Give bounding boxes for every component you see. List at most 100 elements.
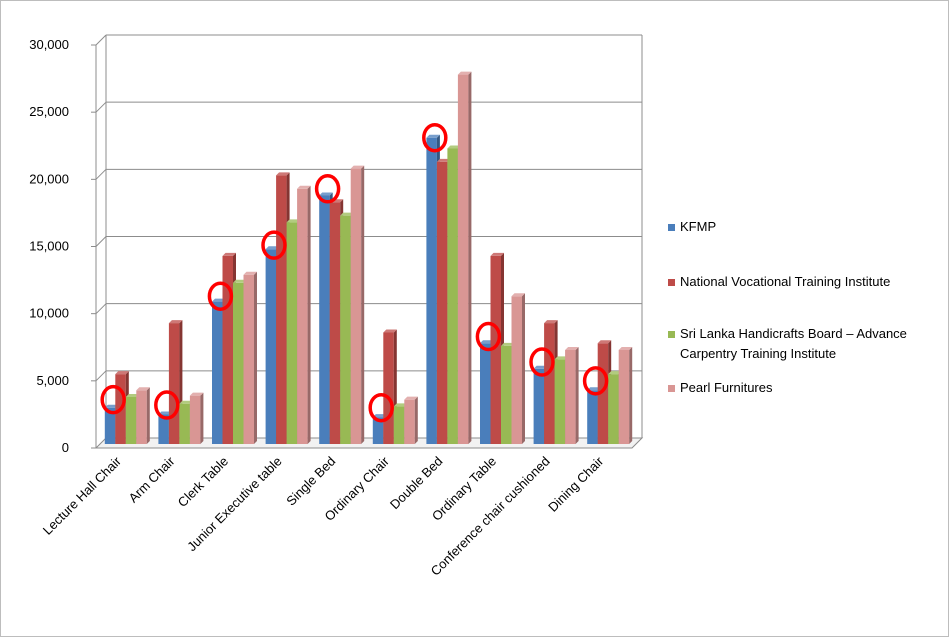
bar-top (158, 411, 172, 415)
bar-top (554, 356, 569, 360)
legend-swatch (668, 279, 675, 286)
gridline-depth (95, 370, 107, 382)
bar-front (372, 417, 384, 444)
legend-item: National Vocational Training Institute (668, 274, 890, 289)
grid-layer (95, 34, 642, 382)
legend-label: Sri Lanka Handicrafts Board – Advance (680, 326, 907, 341)
bar-front (297, 188, 308, 444)
y-tick-label: 30,000 (29, 37, 69, 52)
x-tick-label: Junior Executive table (184, 454, 285, 555)
legend-item: KFMP (668, 219, 716, 234)
bar-top (340, 212, 354, 216)
bar-side (414, 396, 418, 444)
bar-top (222, 252, 236, 256)
bar-top (243, 271, 257, 275)
bar-top (189, 392, 204, 396)
bar-front (426, 137, 437, 444)
x-tick-label: Arm Chair (126, 453, 178, 505)
bar-side (468, 71, 472, 444)
bar-front (265, 249, 277, 444)
bar (136, 387, 150, 444)
bar-top (501, 342, 515, 346)
bar-front (554, 359, 566, 444)
legend-swatch (668, 385, 675, 392)
bar-front (565, 349, 576, 444)
bar-top (426, 134, 440, 138)
bar-front (618, 349, 630, 444)
bar-front (276, 175, 287, 445)
highlight-circle (207, 281, 234, 311)
bar-top (319, 192, 333, 196)
bar-front (597, 343, 609, 444)
x-tick-label: Lecture Hall Chair (40, 453, 125, 538)
legend-swatch (668, 331, 675, 338)
bar-side (307, 185, 311, 444)
bar-top (276, 172, 290, 176)
bar-front (436, 161, 448, 444)
bar-front (608, 374, 619, 444)
bar-top (565, 346, 579, 350)
legend-label: Pearl Furnitures (680, 380, 773, 395)
bar (618, 346, 633, 444)
bar-top (233, 279, 247, 283)
bar-front (490, 255, 501, 444)
bar-side (146, 387, 150, 444)
highlight-circle (582, 366, 609, 396)
gridline-depth (95, 34, 107, 46)
bar-front (179, 403, 190, 444)
bar (511, 293, 525, 444)
gridline-depth (95, 303, 107, 315)
highlight-circle (368, 392, 394, 423)
bar-front (222, 255, 233, 444)
bar-top (168, 320, 183, 324)
bar-top (179, 400, 193, 404)
y-tick-label: 25,000 (29, 104, 69, 119)
gridline-depth (95, 101, 107, 113)
bar-top (436, 158, 451, 162)
bar-top (544, 320, 558, 324)
gridline-depth (95, 236, 107, 247)
bar-top (608, 371, 622, 375)
highlight-circle (154, 390, 180, 420)
bar-front (212, 301, 223, 444)
legend-label: Carpentry Training Institute (680, 346, 836, 361)
bar-front (404, 399, 415, 444)
x-tick-label: Single Bed (283, 454, 338, 509)
y-tick-label: 5,000 (36, 373, 69, 388)
bar (297, 185, 311, 444)
bar-front (383, 332, 394, 444)
bar-front (329, 202, 341, 444)
highlight-circle (475, 321, 502, 352)
bar-front (189, 395, 201, 444)
bar (565, 346, 579, 444)
bar-front (350, 168, 362, 444)
bar-top (265, 246, 280, 250)
bar-top (490, 252, 504, 256)
bar-front (480, 343, 491, 444)
highlight-circle (314, 174, 341, 204)
bar-front (533, 368, 545, 444)
bar-side (200, 392, 204, 444)
bar-front (136, 390, 147, 444)
bar-side (254, 271, 257, 444)
bar-front (544, 323, 555, 444)
bar-top (457, 71, 472, 75)
bar-top (125, 393, 140, 397)
legend-item: Sri Lanka Handicrafts Board – Advance Car… (668, 326, 907, 361)
bar-front (447, 148, 458, 444)
bar-front (501, 345, 512, 444)
bar-front (125, 396, 137, 444)
bar-front (243, 274, 254, 444)
bar-front (457, 74, 469, 444)
bar-top (383, 329, 397, 333)
highlight-circle (422, 122, 448, 153)
y-tick-label: 20,000 (29, 171, 69, 186)
y-tick-label: 0 (62, 440, 69, 455)
bar-front (286, 222, 298, 444)
bar-top (212, 298, 226, 302)
bar (243, 271, 257, 444)
bar (404, 396, 418, 444)
bar-top (587, 387, 601, 391)
y-tick-label: 10,000 (29, 306, 69, 321)
